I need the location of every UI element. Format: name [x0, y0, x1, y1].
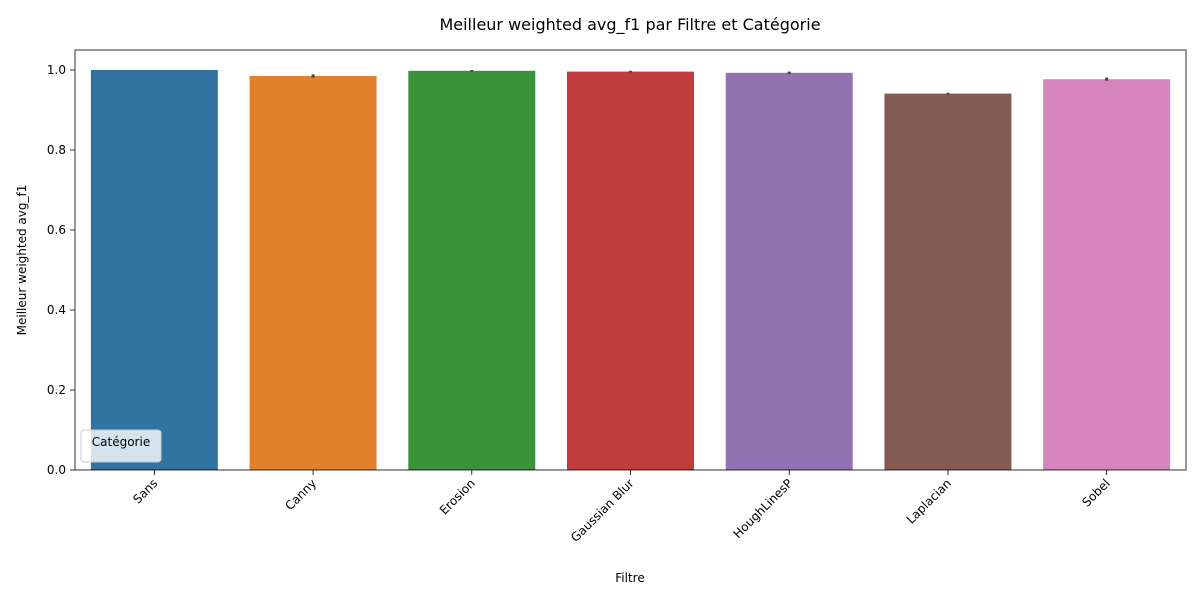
y-tick-label-5: 1.0 — [47, 63, 66, 77]
y-tick-label-3: 0.6 — [47, 223, 66, 237]
y-tick-label-0: 0.0 — [47, 463, 66, 477]
y-tick-label-2: 0.4 — [47, 303, 66, 317]
x-tick-label-6: Sobel — [1079, 476, 1112, 509]
x-tick-label-3: Gaussian Blur — [568, 476, 637, 545]
legend: Catégorie — [80, 429, 162, 463]
bar-5 — [884, 93, 1012, 470]
bar-3 — [567, 71, 694, 470]
legend-title: Catégorie — [92, 435, 150, 449]
bar-6 — [1043, 79, 1171, 470]
bar-0 — [90, 70, 218, 470]
y-tick-label-1: 0.2 — [47, 383, 66, 397]
x-tick-label-0: Sans — [130, 476, 160, 506]
legend-box — [80, 429, 162, 463]
bar-2 — [408, 70, 536, 471]
y-axis-label: Meilleur weighted avg_f1 — [15, 185, 29, 336]
x-tick-label-5: Laplacian — [904, 476, 954, 526]
x-tick-label-1: Canny — [282, 476, 319, 513]
axes-frame — [74, 49, 1187, 471]
x-axis-label: Filtre — [615, 571, 644, 585]
y-tick-label-4: 0.8 — [47, 143, 66, 157]
bar-4 — [725, 72, 853, 471]
x-tick-label-2: Erosion — [437, 476, 478, 517]
bar-1 — [249, 76, 377, 470]
chart-title: Meilleur weighted avg_f1 par Filtre et C… — [439, 15, 820, 35]
plot-area: Sans Canny Erosion Gaussian Blur HoughLinesP… — [47, 49, 1187, 545]
x-tick-label-4: HoughLinesP — [730, 476, 795, 541]
